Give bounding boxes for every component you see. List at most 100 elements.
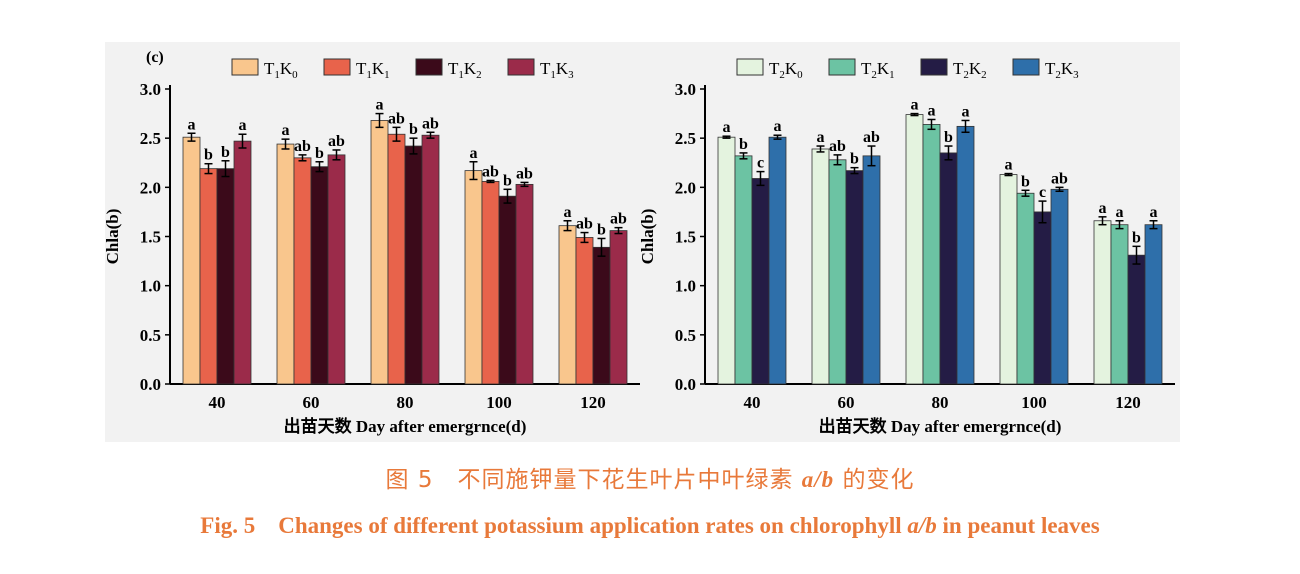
bar: [717, 136, 736, 385]
x-tick-label: 100: [486, 393, 512, 412]
significance-label: c: [1039, 184, 1046, 201]
y-tick-label: 1.0: [675, 277, 696, 296]
y-tick-label: 2.0: [675, 178, 696, 197]
bar: [828, 159, 847, 385]
legend-swatch: [736, 58, 764, 76]
significance-label: b: [221, 144, 230, 161]
x-tick-label: 80: [932, 393, 949, 412]
bar: [387, 133, 406, 385]
significance-label: b: [1021, 173, 1030, 190]
y-tick-label: 0.5: [140, 326, 161, 345]
y-tick-label: 0.0: [140, 375, 161, 394]
y-axis-title: Chla(b): [638, 209, 657, 265]
legend-swatch: [507, 58, 535, 76]
bar: [182, 136, 201, 385]
bar: [768, 136, 787, 385]
significance-label: a: [1099, 200, 1107, 217]
bar: [310, 166, 329, 385]
bar: [862, 155, 881, 385]
legend-label: T1K2: [448, 59, 482, 81]
legend-swatch: [828, 58, 856, 76]
significance-label: a: [723, 119, 731, 136]
significance-label: b: [1132, 229, 1141, 246]
bar: [905, 114, 924, 385]
significance-label: a: [564, 204, 572, 221]
bar: [592, 246, 611, 385]
y-tick-label: 0.5: [675, 326, 696, 345]
bar: [370, 120, 389, 385]
significance-label: ab: [1051, 170, 1068, 187]
significance-label: b: [739, 136, 748, 153]
y-tick-label: 3.0: [140, 80, 161, 99]
significance-label: ab: [422, 115, 439, 132]
significance-label: b: [503, 172, 512, 189]
bar: [1110, 224, 1129, 385]
legend-swatch: [231, 58, 259, 76]
significance-label: ab: [328, 133, 345, 150]
legend-swatch: [323, 58, 351, 76]
significance-label: a: [774, 118, 782, 135]
x-tick-label: 60: [303, 393, 320, 412]
significance-label: a: [962, 103, 970, 120]
legend-swatch: [415, 58, 443, 76]
bar: [404, 145, 423, 385]
x-tick-label: 100: [1021, 393, 1047, 412]
significance-label: ab: [863, 129, 880, 146]
legend-swatch: [1012, 58, 1040, 76]
significance-label: ab: [482, 163, 499, 180]
significance-label: a: [470, 145, 478, 162]
bar: [845, 170, 864, 385]
chart-left: 0.0 0.5 1.0 1.5 2.0 2.5 3.0 Chla(b) 出苗天数 Day aft…: [103, 58, 640, 436]
significance-label: ab: [829, 138, 846, 155]
bar: [1093, 220, 1112, 385]
x-tick-label: 40: [744, 393, 761, 412]
y-tick-label: 1.5: [140, 228, 161, 247]
bar: [609, 230, 628, 385]
significance-label: ab: [294, 138, 311, 155]
x-axis-title: 出苗天数 Day after emergrnce(d): [284, 416, 527, 436]
legend-label: T1K1: [356, 59, 390, 81]
x-axis-title: 出苗天数 Day after emergrnce(d): [819, 416, 1062, 436]
x-tick-label: 40: [209, 393, 226, 412]
bar: [922, 124, 941, 385]
significance-label: ab: [576, 216, 593, 233]
bar: [293, 157, 312, 385]
bar: [199, 168, 218, 385]
x-tick-label: 120: [580, 393, 606, 412]
bar: [1050, 188, 1069, 385]
figure-caption-chinese: 图 5 不同施钾量下花生叶片中叶绿素 a/b 的变化: [385, 467, 915, 493]
significance-label: a: [1116, 204, 1124, 221]
significance-label: b: [204, 147, 213, 164]
bar: [421, 134, 440, 385]
y-tick-label: 1.0: [140, 277, 161, 296]
significance-label: b: [850, 151, 859, 168]
significance-label: b: [597, 221, 606, 238]
y-tick-label: 2.5: [675, 129, 696, 148]
y-tick-label: 1.5: [675, 228, 696, 247]
legend-label: T1K3: [540, 59, 574, 81]
legend-label: T2K0: [769, 59, 803, 81]
bar: [751, 178, 770, 385]
bar: [734, 155, 753, 385]
significance-label: a: [911, 97, 919, 114]
y-tick-label: 2.5: [140, 129, 161, 148]
y-axis-title: Chla(b): [103, 209, 122, 265]
panel-tag: (c): [146, 49, 164, 66]
bar: [498, 195, 517, 385]
significance-label: ab: [610, 211, 627, 228]
significance-label: a: [1150, 204, 1158, 221]
significance-label: a: [188, 116, 196, 133]
bar: [216, 168, 235, 385]
significance-label: a: [817, 129, 825, 146]
x-tick-label: 60: [838, 393, 855, 412]
y-tick-label: 2.0: [140, 178, 161, 197]
bar: [233, 140, 252, 385]
bar: [1016, 192, 1035, 385]
legend-label: T2K2: [953, 59, 987, 81]
legend-label: T2K3: [1045, 59, 1079, 81]
significance-label: c: [757, 155, 764, 172]
bar: [811, 148, 830, 385]
bar: [939, 152, 958, 385]
bar: [464, 170, 483, 385]
